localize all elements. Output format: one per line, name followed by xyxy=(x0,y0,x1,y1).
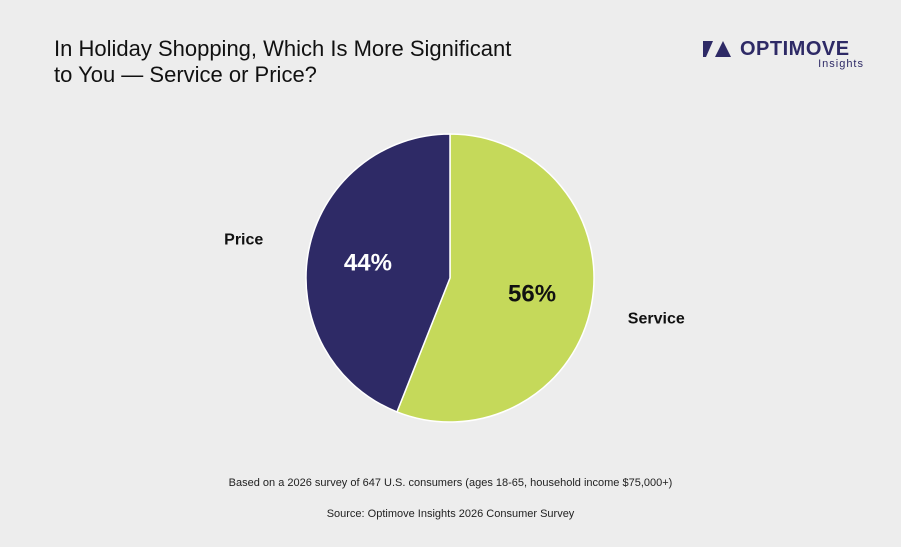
pie-slice-service xyxy=(396,133,595,423)
source-note: Source: Optimove Insights 2026 Consumer … xyxy=(326,508,575,520)
pie-labels: 56% Service 44% Price xyxy=(224,232,685,328)
data-label-service: 56% xyxy=(508,281,556,308)
data-label-price: 44% xyxy=(344,249,392,276)
pie-slices xyxy=(305,133,595,423)
optimove-logo: OPTIMOVE Insights xyxy=(702,38,872,72)
chart-title: In Holiday Shopping, Which Is More Signi… xyxy=(54,36,614,88)
optimove-logo-icon xyxy=(703,41,731,57)
chart-title-line-1: In Holiday Shopping, Which Is More Signi… xyxy=(54,36,512,61)
chart-title-line-2: to You — Service or Price? xyxy=(54,62,317,87)
survey-note: Based on a 2026 survey of 647 U.S. consu… xyxy=(228,477,673,489)
logo-brand-name: OPTIMOVE xyxy=(740,38,850,60)
logo-subtitle: Insights xyxy=(818,58,864,70)
category-label-service: Service xyxy=(628,310,685,327)
pie-slice-price xyxy=(305,133,451,413)
category-label-price: Price xyxy=(224,232,263,249)
